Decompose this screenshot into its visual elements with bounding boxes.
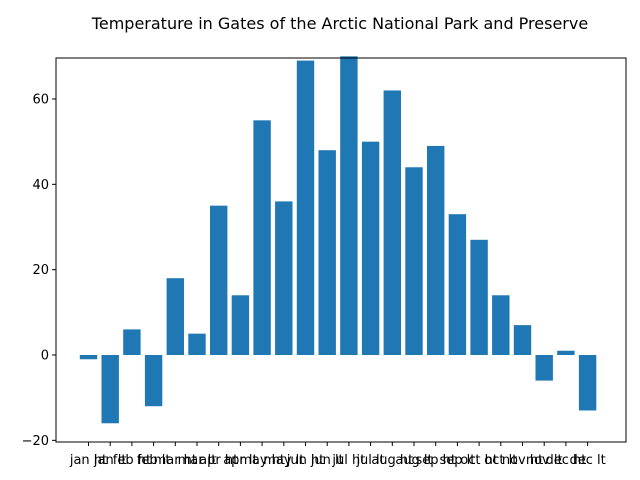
x-tick-label-1: jan lt — [93, 453, 127, 468]
bar-8 — [253, 120, 271, 355]
x-tick-label-4: mar ht — [154, 453, 197, 468]
bar-23 — [578, 355, 597, 411]
bars-group — [79, 56, 597, 424]
x-tick-label-18: oct ht — [460, 453, 498, 468]
bar-20 — [513, 325, 532, 355]
x-tick-label-23: dec lt — [569, 453, 605, 468]
bar-3 — [144, 355, 163, 407]
y-tick-label-2: 20 — [32, 263, 49, 278]
x-tick-label-0: jan ht — [69, 453, 107, 468]
bar-10 — [296, 60, 315, 355]
y-tick-label-1: 0 — [41, 349, 49, 364]
x-tick-label-16: sep ht — [415, 453, 456, 468]
x-tick-label-22: dec ht — [545, 453, 586, 468]
x-tick-label-2: feb ht — [113, 453, 151, 468]
x-tick-label-15: aug lt — [395, 453, 432, 468]
bar-0 — [79, 355, 98, 360]
bar-19 — [492, 295, 510, 355]
x-tick-label-19: oct lt — [484, 453, 517, 468]
y-axis-ticks: −20 0 20 40 60 — [22, 93, 56, 449]
bar-21 — [535, 355, 553, 381]
plot-frame — [55, 57, 627, 443]
x-tick-label-14: aug ht — [371, 453, 413, 468]
bar-1 — [101, 355, 119, 424]
bar-5 — [188, 333, 206, 355]
x-tick-label-11: jun lt — [310, 453, 344, 468]
bar-13 — [361, 141, 380, 355]
x-tick-label-12: jul ht — [331, 453, 365, 468]
x-tick-label-8: may ht — [239, 453, 285, 468]
x-tick-label-21: nov lt — [526, 453, 563, 468]
bar-2 — [123, 329, 141, 355]
x-tick-label-20: nov ht — [502, 453, 543, 468]
x-tick-label-10: jun ht — [286, 453, 325, 468]
bar-11 — [318, 150, 336, 355]
x-tick-label-7: apr lt — [223, 453, 257, 468]
y-tick-label-4: 60 — [32, 93, 49, 108]
bar-6 — [210, 205, 228, 355]
x-tick-label-3: feb lt — [137, 453, 171, 468]
x-tick-label-5: mar lt — [178, 453, 217, 468]
bar-17 — [448, 214, 467, 355]
bar-7 — [231, 295, 250, 355]
bar-16 — [427, 145, 445, 355]
x-tick-label-17: sep lt — [439, 453, 475, 468]
bar-22 — [557, 350, 575, 355]
y-tick-label-3: 40 — [32, 178, 49, 193]
chart-title: Temperature in Gates of the Arctic Natio… — [91, 14, 588, 33]
x-tick-label-13: jul lt — [355, 453, 384, 468]
bar-15 — [405, 167, 423, 355]
y-tick-label-0: −20 — [22, 434, 49, 449]
bar-12 — [340, 56, 358, 355]
x-tick-label-9: may lt — [263, 453, 304, 468]
bar-9 — [275, 201, 293, 355]
x-tick-label-6: apr ht — [199, 453, 238, 468]
bar-4 — [166, 278, 184, 355]
bar-14 — [383, 90, 401, 355]
bar-18 — [470, 239, 488, 355]
